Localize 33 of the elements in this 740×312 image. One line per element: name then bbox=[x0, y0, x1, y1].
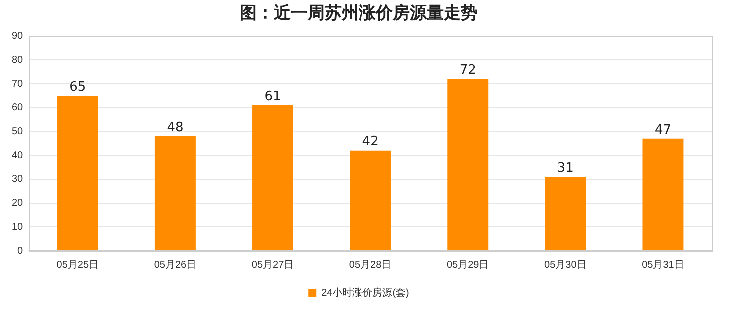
bar bbox=[154, 136, 196, 250]
y-tick-label: 0 bbox=[18, 246, 24, 257]
legend-label: 24小时涨价房源(套) bbox=[322, 286, 410, 299]
data-label: 47 bbox=[654, 122, 672, 138]
x-tick-label: 05月29日 bbox=[446, 260, 490, 271]
x-tick-label: 05月31日 bbox=[642, 260, 684, 271]
y-tick-label: 20 bbox=[12, 198, 24, 210]
y-tick-label: 40 bbox=[12, 150, 24, 162]
data-label: 61 bbox=[264, 89, 282, 104]
bar bbox=[57, 96, 98, 250]
data-label: 65 bbox=[70, 80, 86, 95]
y-tick-label: 60 bbox=[12, 102, 24, 114]
y-tick-label: 70 bbox=[12, 78, 24, 90]
bar bbox=[350, 150, 392, 250]
x-tick-label: 05月28日 bbox=[349, 260, 392, 271]
y-tick-label: 80 bbox=[12, 54, 24, 66]
y-tick-label: 10 bbox=[12, 222, 24, 233]
x-tick-label: 05月27日 bbox=[252, 260, 294, 271]
y-tick-label: 90 bbox=[12, 31, 24, 42]
bar bbox=[642, 138, 684, 250]
y-tick-label: 30 bbox=[12, 174, 24, 186]
data-label: 48 bbox=[167, 120, 184, 136]
data-label: 31 bbox=[557, 160, 574, 176]
x-tick-label: 05月26日 bbox=[154, 260, 197, 271]
x-tick-label: 05月25日 bbox=[56, 260, 100, 271]
y-tick-label: 50 bbox=[12, 126, 24, 138]
x-tick-label: 05月30日 bbox=[544, 260, 587, 271]
data-label: 72 bbox=[460, 63, 476, 78]
data-label: 42 bbox=[362, 134, 379, 150]
bar bbox=[545, 177, 586, 250]
bar bbox=[448, 79, 489, 250]
bar bbox=[252, 106, 294, 250]
chart-title: 图：近一周苏州涨价房源量走势 bbox=[240, 4, 478, 24]
